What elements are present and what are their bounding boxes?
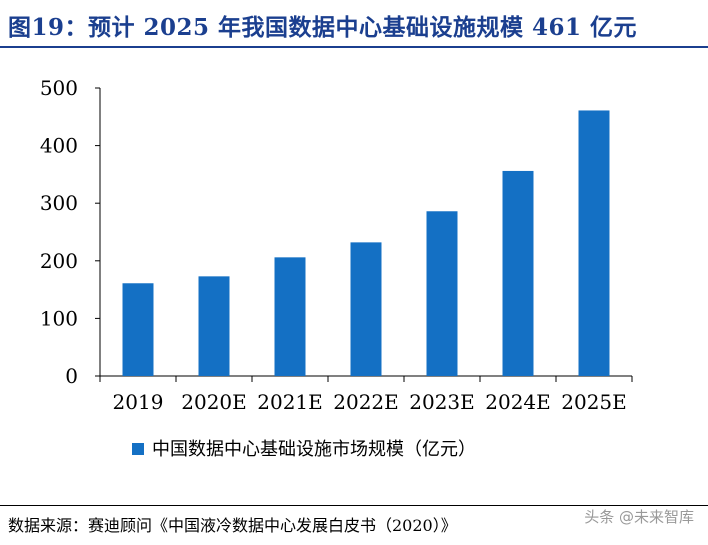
- y-tick-label: 200: [40, 249, 78, 273]
- x-tick-label: 2019: [113, 390, 164, 414]
- y-tick-label: 300: [40, 191, 78, 215]
- bar-2020E: [198, 276, 230, 376]
- y-tick-label: 400: [40, 134, 78, 158]
- x-axis: 2019 2020E 2021E 2022E 2023E 2024E 2025E: [99, 375, 633, 414]
- bar-2024E: [502, 170, 534, 376]
- bar-2025E: [578, 110, 610, 377]
- bars: [122, 110, 610, 377]
- x-tick-label: 2020E: [181, 390, 247, 414]
- legend: 中国数据中心基础设施市场规模（亿元）: [132, 439, 476, 460]
- x-tick-label: 2025E: [561, 390, 627, 414]
- y-tick-label: 0: [65, 364, 78, 388]
- chart-title: 图19：预计 2025 年我国数据中心基础设施规模 461 亿元: [8, 14, 638, 41]
- x-tick-label: 2022E: [333, 390, 399, 414]
- source-note: 数据来源：赛迪顾问《中国液冷数据中心发展白皮书（2020）》: [8, 516, 457, 535]
- y-tick-label: 100: [40, 306, 78, 330]
- x-tick-label: 2021E: [257, 390, 323, 414]
- bar-chart: 0 100 200 300 400 500 2019 2020E 2021E 2022E 2023…: [40, 76, 633, 460]
- legend-swatch: [132, 443, 144, 455]
- bar-2023E: [426, 211, 458, 376]
- legend-label: 中国数据中心基础设施市场规模（亿元）: [152, 439, 476, 460]
- x-tick-label: 2024E: [485, 390, 551, 414]
- y-axis: 0 100 200 300 400 500: [40, 76, 101, 388]
- bar-2022E: [350, 242, 382, 376]
- bar-2019: [122, 283, 154, 376]
- y-tick-label: 500: [40, 76, 78, 100]
- watermark: 头条 @未来智库: [584, 508, 694, 526]
- footer-divider: [0, 505, 708, 506]
- title-divider: [0, 46, 708, 48]
- bar-2021E: [274, 257, 306, 376]
- title-row: 图19：预计 2025 年我国数据中心基础设施规模 461 亿元: [8, 8, 637, 42]
- x-tick-label: 2023E: [409, 390, 475, 414]
